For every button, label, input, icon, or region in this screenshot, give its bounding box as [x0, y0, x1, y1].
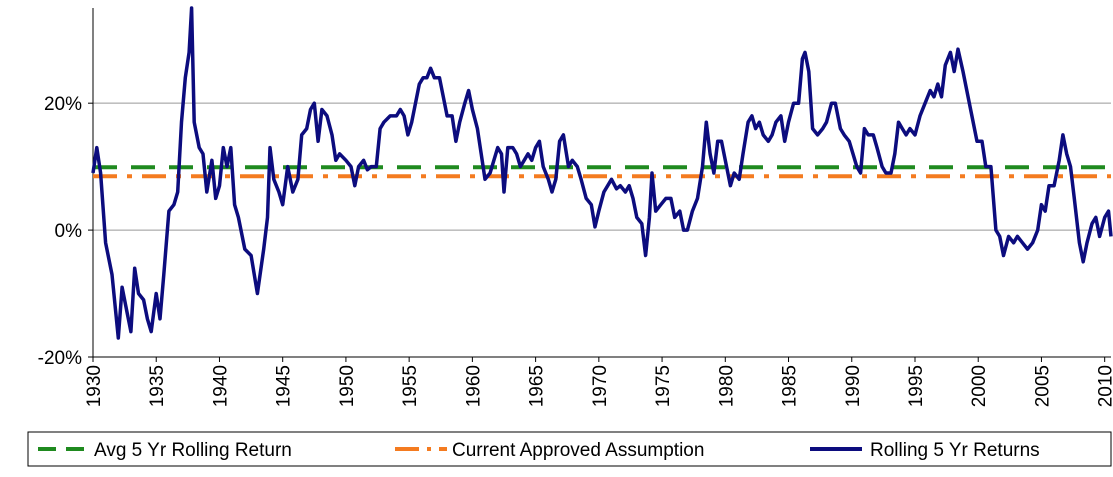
x-tick-label: 1930: [84, 365, 105, 407]
x-tick-label: 1955: [400, 365, 421, 407]
x-tick-label: 1990: [843, 365, 864, 407]
x-tick-label: 1995: [906, 365, 927, 407]
x-tick-label: 1935: [147, 365, 168, 407]
x-tick-label: 2000: [969, 365, 990, 407]
x-tick-label: 1945: [274, 365, 295, 407]
x-tick-label: 2010: [1096, 365, 1113, 407]
legend-label: Current Approved Assumption: [452, 440, 704, 461]
x-tick-label: 1980: [716, 365, 737, 407]
x-tick-label: 2005: [1032, 365, 1053, 407]
x-tick-label: 1985: [780, 365, 801, 407]
x-tick-label: 1975: [653, 365, 674, 407]
x-tick-label: 1940: [210, 365, 231, 407]
y-tick-label: -20%: [38, 348, 82, 369]
legend-box: [27, 431, 1112, 467]
legend-label: Rolling 5 Yr Returns: [870, 440, 1040, 461]
legend-label: Avg 5 Yr Rolling Return: [94, 440, 292, 461]
x-tick-label: 1950: [337, 365, 358, 407]
x-tick-label: 1970: [590, 365, 611, 407]
line-series: [91, 6, 1113, 340]
x-tick-label: 1965: [527, 365, 548, 407]
x-tick-label: 1960: [463, 365, 484, 407]
y-tick-label: 20%: [44, 94, 82, 115]
y-tick-label: 0%: [55, 221, 83, 242]
